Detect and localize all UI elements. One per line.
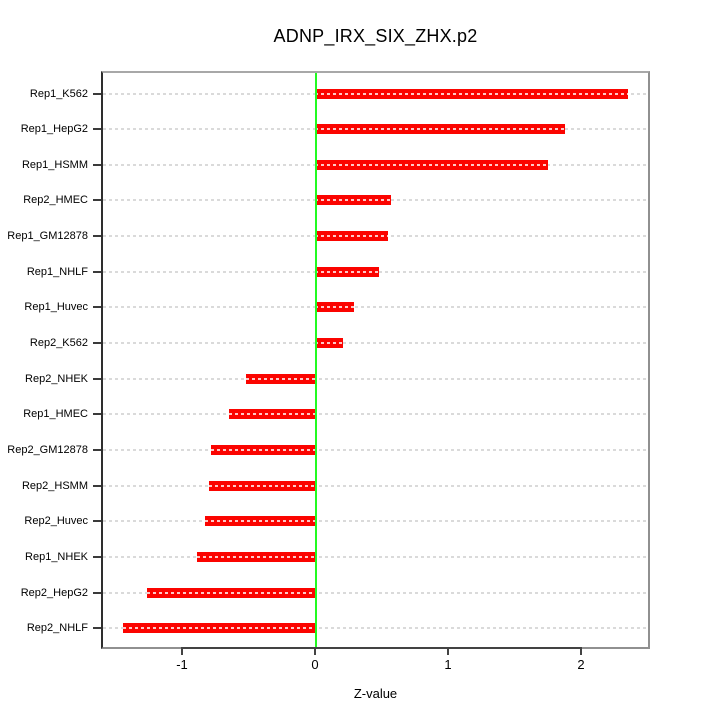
y-axis-tick [93, 306, 101, 309]
bar [315, 124, 566, 135]
y-axis-label: Rep1_HMEC [23, 408, 88, 421]
gridline [103, 484, 648, 487]
y-axis-tick [93, 555, 101, 558]
x-axis-line [181, 647, 582, 649]
y-axis-label: Rep1_Huvec [24, 301, 88, 314]
y-axis-tick [93, 520, 101, 523]
bar [315, 266, 379, 277]
y-axis-label: Rep2_GM12878 [7, 444, 88, 456]
bar-grid-overlay [315, 92, 628, 95]
bar [245, 373, 315, 384]
y-axis-tick [93, 128, 101, 131]
x-tick-label: -1 [176, 657, 188, 672]
bar-grid-overlay [204, 520, 315, 523]
bar [123, 623, 315, 634]
x-tick-label: 2 [577, 657, 585, 672]
x-axis-tick [447, 649, 449, 655]
bar-grid-overlay [228, 413, 315, 416]
gridline [103, 627, 648, 630]
gridline [103, 591, 648, 594]
y-axis-tick [93, 270, 101, 273]
bar-grid-overlay [315, 342, 343, 345]
x-axis-tick [580, 649, 582, 655]
y-axis-tick [93, 92, 101, 95]
bar-grid-overlay [208, 484, 315, 487]
y-axis-label: Rep2_HepG2 [20, 586, 88, 599]
y-axis-tick [93, 413, 101, 416]
chart-title: ADNP_IRX_SIX_ZHX.p2 [273, 26, 478, 46]
bar [211, 445, 315, 455]
gridline [103, 555, 648, 558]
y-axis-label: Rep2_HMEC [23, 194, 88, 207]
y-axis-tick [93, 377, 101, 380]
bar-grid-overlay [211, 449, 315, 451]
bar-grid-overlay [315, 235, 389, 238]
y-axis-tick [93, 342, 101, 345]
y-axis-tick [93, 484, 101, 487]
x-axis-tick [314, 649, 316, 655]
bar [315, 302, 354, 313]
y-axis-label: Rep2_Huvec [24, 515, 88, 528]
bar-grid-overlay [123, 627, 315, 630]
bar-grid-overlay [245, 377, 315, 380]
zero-reference-line [315, 73, 317, 647]
gridline [103, 342, 648, 345]
bar [147, 587, 315, 598]
y-axis-tick [93, 163, 101, 166]
plot-area [101, 71, 650, 649]
y-axis-label: Rep1_NHEK [25, 550, 88, 563]
y-axis-tick [93, 235, 101, 238]
x-tick-label: 0 [311, 657, 319, 672]
y-axis-tick [93, 627, 101, 630]
bar-grid-overlay [315, 199, 391, 202]
y-axis-label: Rep1_HSMM [21, 158, 88, 171]
bar [196, 551, 315, 562]
gridline [103, 449, 648, 451]
y-axis-label: Rep2_K562 [29, 337, 88, 350]
bar [228, 409, 315, 420]
bar-grid-overlay [315, 306, 354, 309]
bar [208, 480, 315, 491]
bar-grid-overlay [147, 591, 315, 594]
y-axis-label: Rep1_HepG2 [20, 123, 88, 136]
gridline [103, 520, 648, 523]
bar-grid-overlay [196, 555, 315, 558]
y-axis-tick [93, 199, 101, 202]
y-axis-label: Rep1_NHLF [26, 265, 88, 278]
x-axis-tick [181, 649, 183, 655]
bar [204, 516, 315, 527]
gridline [103, 413, 648, 416]
y-axis-label: Rep2_NHLF [26, 622, 88, 635]
plot-inner [103, 73, 648, 647]
y-axis-label: Rep2_HSMM [21, 479, 88, 492]
x-tick-label: 1 [444, 657, 452, 672]
x-axis-title: Z-value [353, 686, 398, 701]
bar [315, 195, 391, 206]
y-axis-label: Rep1_K562 [29, 87, 88, 100]
bar-grid-overlay [315, 128, 566, 131]
y-axis-label: Rep1_GM12878 [7, 230, 88, 243]
bar-grid-overlay [315, 270, 379, 273]
bar-grid-overlay [315, 163, 548, 166]
y-axis-label: Rep2_NHEK [25, 372, 88, 385]
bar [315, 159, 548, 170]
bar [315, 88, 628, 99]
gridline [103, 306, 648, 309]
bar [315, 338, 343, 349]
gridline [103, 377, 648, 380]
bar [315, 231, 389, 242]
y-axis-tick [93, 449, 101, 451]
y-axis-tick [93, 591, 101, 594]
